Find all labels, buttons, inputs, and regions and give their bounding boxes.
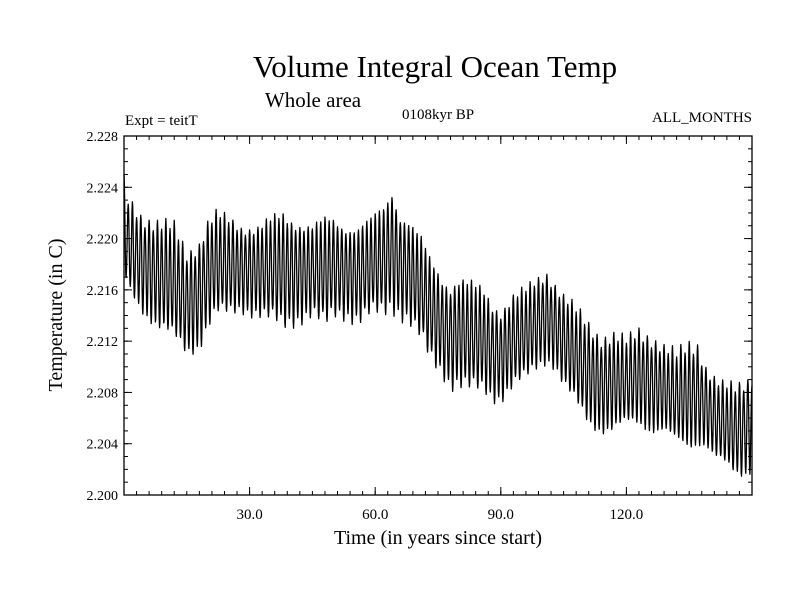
months-label: ALL_MONTHS: [652, 110, 752, 126]
y-tick-label: 2.224: [87, 181, 119, 196]
x-tick-label: 90.0: [488, 507, 514, 523]
experiment-label: Expt = teitT: [125, 113, 198, 129]
y-tick-label: 2.216: [87, 284, 119, 299]
ticks-layer: 2.200 2.204 2.208 2.212 2.216 2.220 2.224 2.228…: [87, 130, 752, 523]
y-tick-label: 2.208: [87, 386, 119, 401]
plot-frame: [123, 135, 753, 496]
series-layer: [123, 174, 753, 477]
y-tick-label: 2.228: [87, 130, 119, 145]
y-tick-label: 2.212: [87, 335, 119, 350]
x-tick-label: 30.0: [236, 507, 262, 523]
y-tick-label: 2.200: [87, 489, 119, 504]
x-tick-label: 120.0: [610, 507, 644, 523]
series-line-0: [123, 174, 753, 477]
x-axis-label: Time (in years since start): [334, 527, 542, 549]
chart-title: Volume Integral Ocean Temp: [253, 49, 617, 84]
chart-subtitle: Whole area: [265, 88, 362, 112]
x-tick-label: 60.0: [362, 507, 388, 523]
y-axis-label: Temperature (in C): [45, 239, 67, 392]
period-label: 0108kyr BP: [402, 107, 474, 123]
y-tick-label: 2.220: [87, 233, 119, 248]
y-tick-label: 2.204: [87, 438, 119, 453]
